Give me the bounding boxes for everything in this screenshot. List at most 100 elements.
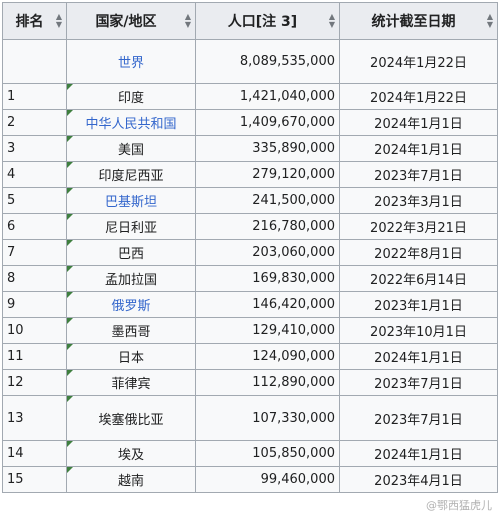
country-name[interactable]: 越南 — [117, 474, 144, 489]
country-cell[interactable]: 世界 — [66, 39, 196, 84]
rank-cell: 11 — [2, 343, 67, 370]
country-name[interactable]: 墨西哥 — [111, 325, 151, 340]
date-cell: 2024年1月1日 — [339, 343, 498, 370]
flag-marker-icon — [67, 344, 73, 350]
population-cell: 203,060,000 — [195, 239, 340, 266]
country-cell[interactable]: 日本 — [66, 343, 196, 370]
rank-cell: 13 — [2, 395, 67, 441]
table-row: 12 菲律宾 112,890,000 2023年7月1日 — [2, 369, 498, 396]
flag-marker-icon — [67, 84, 73, 90]
rank-cell: 4 — [2, 161, 67, 188]
table-row: 9 俄罗斯 146,420,000 2023年1月1日 — [2, 291, 498, 318]
population-cell: 129,410,000 — [195, 317, 340, 344]
date-cell: 2024年1月22日 — [339, 39, 498, 84]
date-cell: 2023年7月1日 — [339, 369, 498, 396]
country-cell[interactable]: 巴西 — [66, 239, 196, 266]
flag-marker-icon — [67, 370, 73, 376]
country-name[interactable]: 美国 — [117, 143, 144, 158]
country-cell[interactable]: 中华人民共和国 — [66, 109, 196, 136]
table-body: 世界 8,089,535,000 2024年1月22日 1 印度 1,421,0… — [2, 39, 498, 493]
country-cell[interactable]: 埃塞俄比亚 — [66, 395, 196, 441]
date-cell: 2023年4月1日 — [339, 466, 498, 493]
population-cell: 146,420,000 — [195, 291, 340, 318]
header-date[interactable]: 统计截至日期 ▲ ▼ — [339, 2, 498, 40]
flag-marker-icon — [67, 266, 73, 272]
header-country[interactable]: 国家/地区 ▲ ▼ — [66, 2, 196, 40]
header-rank-label: 排名 — [15, 14, 44, 30]
table-row: 15 越南 99,460,000 2023年4月1日 — [2, 466, 498, 493]
header-population[interactable]: 人口[注 3] ▲ ▼ — [195, 2, 340, 40]
country-cell[interactable]: 孟加拉国 — [66, 265, 196, 292]
rank-cell: 15 — [2, 466, 67, 493]
country-cell[interactable]: 尼日利亚 — [66, 213, 196, 240]
country-name[interactable]: 世界 — [117, 56, 144, 71]
date-cell: 2024年1月22日 — [339, 83, 498, 110]
header-rank[interactable]: 排名 ▲ ▼ — [2, 2, 67, 40]
rank-cell: 10 — [2, 317, 67, 344]
population-cell: 107,330,000 — [195, 395, 340, 441]
sort-icon[interactable]: ▲ ▼ — [55, 12, 62, 29]
watermark: @鄂西猛虎儿 — [426, 499, 492, 512]
country-name[interactable]: 孟加拉国 — [104, 273, 157, 288]
date-cell: 2023年3月1日 — [339, 187, 498, 214]
rank-cell: 6 — [2, 213, 67, 240]
country-name[interactable]: 印度尼西亚 — [98, 169, 164, 184]
table-row: 11 日本 124,090,000 2024年1月1日 — [2, 343, 498, 370]
country-name[interactable]: 菲律宾 — [111, 377, 151, 392]
country-name[interactable]: 俄罗斯 — [111, 299, 151, 314]
country-name[interactable]: 埃及 — [117, 448, 144, 463]
table-row: 5 巴基斯坦 241,500,000 2023年3月1日 — [2, 187, 498, 214]
country-name[interactable]: 印度 — [117, 91, 144, 106]
rank-cell: 9 — [2, 291, 67, 318]
table-row: 8 孟加拉国 169,830,000 2022年6月14日 — [2, 265, 498, 292]
table-row: 14 埃及 105,850,000 2024年1月1日 — [2, 440, 498, 467]
country-name[interactable]: 尼日利亚 — [104, 221, 157, 236]
sort-icon[interactable]: ▲ ▼ — [328, 12, 335, 29]
rank-cell: 5 — [2, 187, 67, 214]
date-cell: 2023年7月1日 — [339, 395, 498, 441]
table-header-row: 排名 ▲ ▼ 国家/地区 ▲ ▼ 人口[注 3] ▲ ▼ 统计截至日期 ▲ ▼ — [2, 2, 498, 40]
country-cell[interactable]: 美国 — [66, 135, 196, 162]
country-name[interactable]: 日本 — [117, 351, 144, 366]
country-name[interactable]: 中华人民共和国 — [85, 117, 177, 132]
country-cell[interactable]: 埃及 — [66, 440, 196, 467]
rank-cell: 2 — [2, 109, 67, 136]
table-row: 2 中华人民共和国 1,409,670,000 2024年1月1日 — [2, 109, 498, 136]
flag-marker-icon — [67, 396, 73, 402]
country-name[interactable]: 巴西 — [117, 247, 144, 262]
date-cell: 2023年1月1日 — [339, 291, 498, 318]
table-row: 13 埃塞俄比亚 107,330,000 2023年7月1日 — [2, 395, 498, 441]
country-cell[interactable]: 印度尼西亚 — [66, 161, 196, 188]
table-row: 1 印度 1,421,040,000 2024年1月22日 — [2, 83, 498, 110]
rank-cell: 12 — [2, 369, 67, 396]
country-cell[interactable]: 巴基斯坦 — [66, 187, 196, 214]
country-name[interactable]: 巴基斯坦 — [104, 195, 157, 210]
country-cell[interactable]: 菲律宾 — [66, 369, 196, 396]
population-cell: 335,890,000 — [195, 135, 340, 162]
table-row: 7 巴西 203,060,000 2022年8月1日 — [2, 239, 498, 266]
country-cell[interactable]: 俄罗斯 — [66, 291, 196, 318]
population-cell: 124,090,000 — [195, 343, 340, 370]
rank-cell: 3 — [2, 135, 67, 162]
date-cell: 2024年1月1日 — [339, 440, 498, 467]
country-cell[interactable]: 越南 — [66, 466, 196, 493]
population-cell: 1,421,040,000 — [195, 83, 340, 110]
rank-cell: 8 — [2, 265, 67, 292]
table-row: 10 墨西哥 129,410,000 2023年10月1日 — [2, 317, 498, 344]
flag-marker-icon — [67, 292, 73, 298]
date-cell: 2022年3月21日 — [339, 213, 498, 240]
table-row: 世界 8,089,535,000 2024年1月22日 — [2, 39, 498, 84]
sort-icon[interactable]: ▲ ▼ — [486, 12, 493, 29]
table-row: 6 尼日利亚 216,780,000 2022年3月21日 — [2, 213, 498, 240]
country-cell[interactable]: 墨西哥 — [66, 317, 196, 344]
country-name[interactable]: 埃塞俄比亚 — [98, 412, 164, 428]
date-cell: 2022年6月14日 — [339, 265, 498, 292]
date-cell: 2023年10月1日 — [339, 317, 498, 344]
date-cell: 2024年1月1日 — [339, 109, 498, 136]
rank-cell: 1 — [2, 83, 67, 110]
country-cell[interactable]: 印度 — [66, 83, 196, 110]
flag-marker-icon — [67, 240, 73, 246]
sort-icon[interactable]: ▲ ▼ — [184, 12, 191, 29]
rank-cell: 14 — [2, 440, 67, 467]
